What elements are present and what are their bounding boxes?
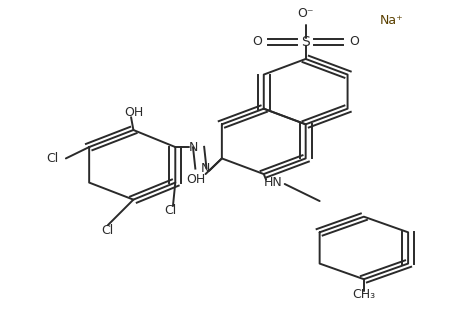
Text: O: O	[252, 35, 262, 48]
Text: HN: HN	[264, 176, 283, 189]
Text: OH: OH	[124, 106, 143, 119]
Text: Cl: Cl	[102, 225, 114, 237]
Text: O: O	[350, 35, 360, 48]
Text: OH: OH	[187, 173, 206, 186]
Text: O⁻: O⁻	[297, 7, 314, 20]
Text: Na⁺: Na⁺	[380, 14, 403, 27]
Text: Cl: Cl	[164, 204, 177, 218]
Text: N: N	[189, 141, 198, 154]
Text: Cl: Cl	[46, 152, 58, 165]
Text: N: N	[201, 162, 210, 175]
Text: S: S	[301, 35, 310, 49]
Text: CH₃: CH₃	[352, 288, 375, 301]
